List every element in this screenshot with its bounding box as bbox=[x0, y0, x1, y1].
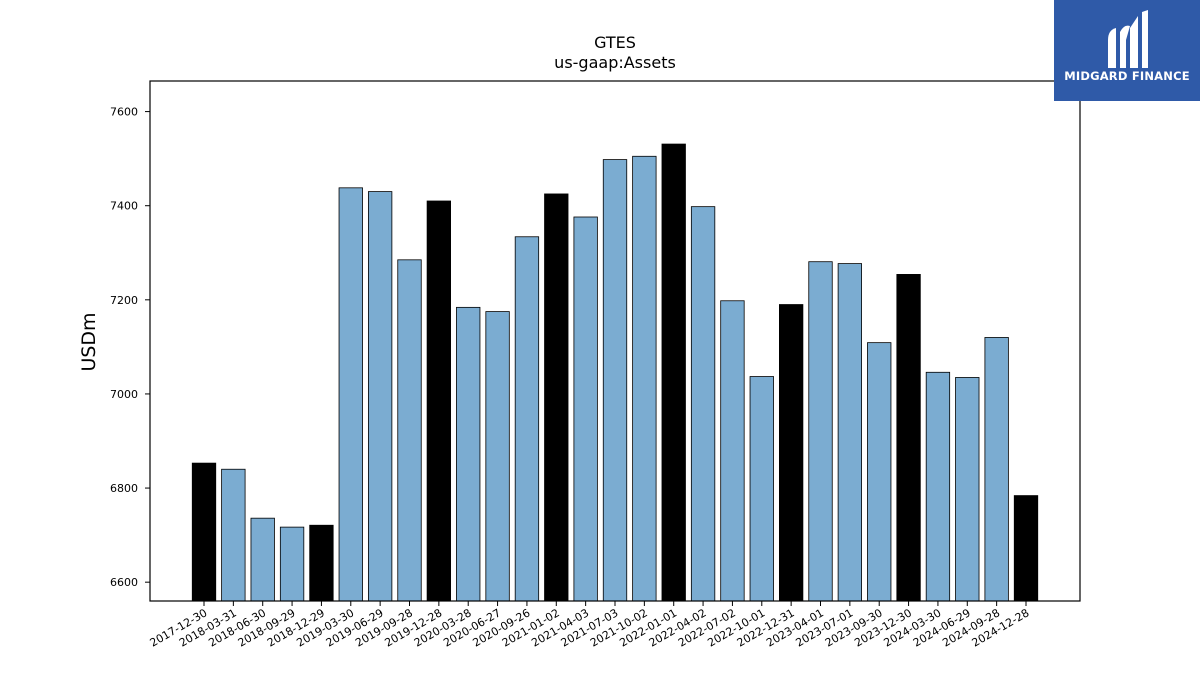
bar-2020-09-26 bbox=[514, 236, 540, 602]
x-ticks-group: 2017-12-302018-03-312018-06-302018-09-29… bbox=[148, 601, 1032, 650]
bar-2018-09-29 bbox=[279, 526, 305, 602]
y-axis-label: USDm bbox=[78, 312, 100, 371]
bars-group bbox=[191, 143, 1039, 602]
bar-2022-04-02 bbox=[690, 206, 716, 602]
bar-2023-04-01 bbox=[808, 261, 833, 602]
bar-2019-03-30 bbox=[338, 187, 363, 602]
bar-2021-04-03 bbox=[573, 216, 598, 602]
bar-2021-07-03 bbox=[602, 159, 628, 602]
brand-logo: MIDGARD FINANCE bbox=[1054, 0, 1200, 101]
bar-2021-01-02 bbox=[544, 193, 569, 602]
bar-2023-12-30 bbox=[896, 274, 921, 602]
bar-2024-06-29 bbox=[955, 377, 980, 602]
bar-2022-01-01 bbox=[661, 143, 686, 602]
bar-2023-07-01 bbox=[837, 263, 862, 602]
bar-2024-12-28 bbox=[1013, 495, 1039, 602]
bar-2021-10-02 bbox=[632, 155, 657, 602]
plot-frame bbox=[149, 80, 1081, 602]
bar-2019-06-29 bbox=[367, 191, 393, 602]
y-tick-label: 6600 bbox=[110, 576, 138, 589]
brand-name: MIDGARD FINANCE bbox=[1064, 69, 1190, 83]
bar-2022-12-31 bbox=[779, 304, 804, 602]
y-tick-label: 7200 bbox=[110, 294, 138, 307]
bar-2018-12-29 bbox=[309, 524, 334, 602]
chart-title: GTES bbox=[594, 33, 636, 52]
y-tick-label: 6800 bbox=[110, 482, 138, 495]
bar-2019-09-28 bbox=[397, 259, 422, 602]
bar-2017-12-30 bbox=[191, 462, 217, 602]
y-ticks-group: 6600 6800 7000 7200 7400 7600 bbox=[110, 106, 150, 589]
bar-2020-03-28 bbox=[456, 306, 481, 602]
y-tick-label: 7000 bbox=[110, 388, 138, 401]
bar-2024-09-28 bbox=[984, 337, 1009, 602]
bar-2024-03-30 bbox=[925, 371, 951, 602]
bar-2018-03-31 bbox=[221, 468, 246, 602]
bar-2018-06-30 bbox=[250, 517, 275, 602]
y-tick-label: 7400 bbox=[110, 200, 138, 213]
midgard-m-logo-icon bbox=[1108, 10, 1148, 69]
chart-subtitle: us-gaap:Assets bbox=[554, 53, 676, 72]
bar-2020-06-27 bbox=[485, 311, 510, 602]
bar-2019-12-28 bbox=[426, 200, 451, 602]
y-tick-label: 7600 bbox=[110, 106, 138, 119]
bar-2023-09-30 bbox=[867, 342, 892, 602]
bar-2022-10-01 bbox=[749, 376, 774, 602]
bar-2022-07-02 bbox=[720, 300, 745, 602]
